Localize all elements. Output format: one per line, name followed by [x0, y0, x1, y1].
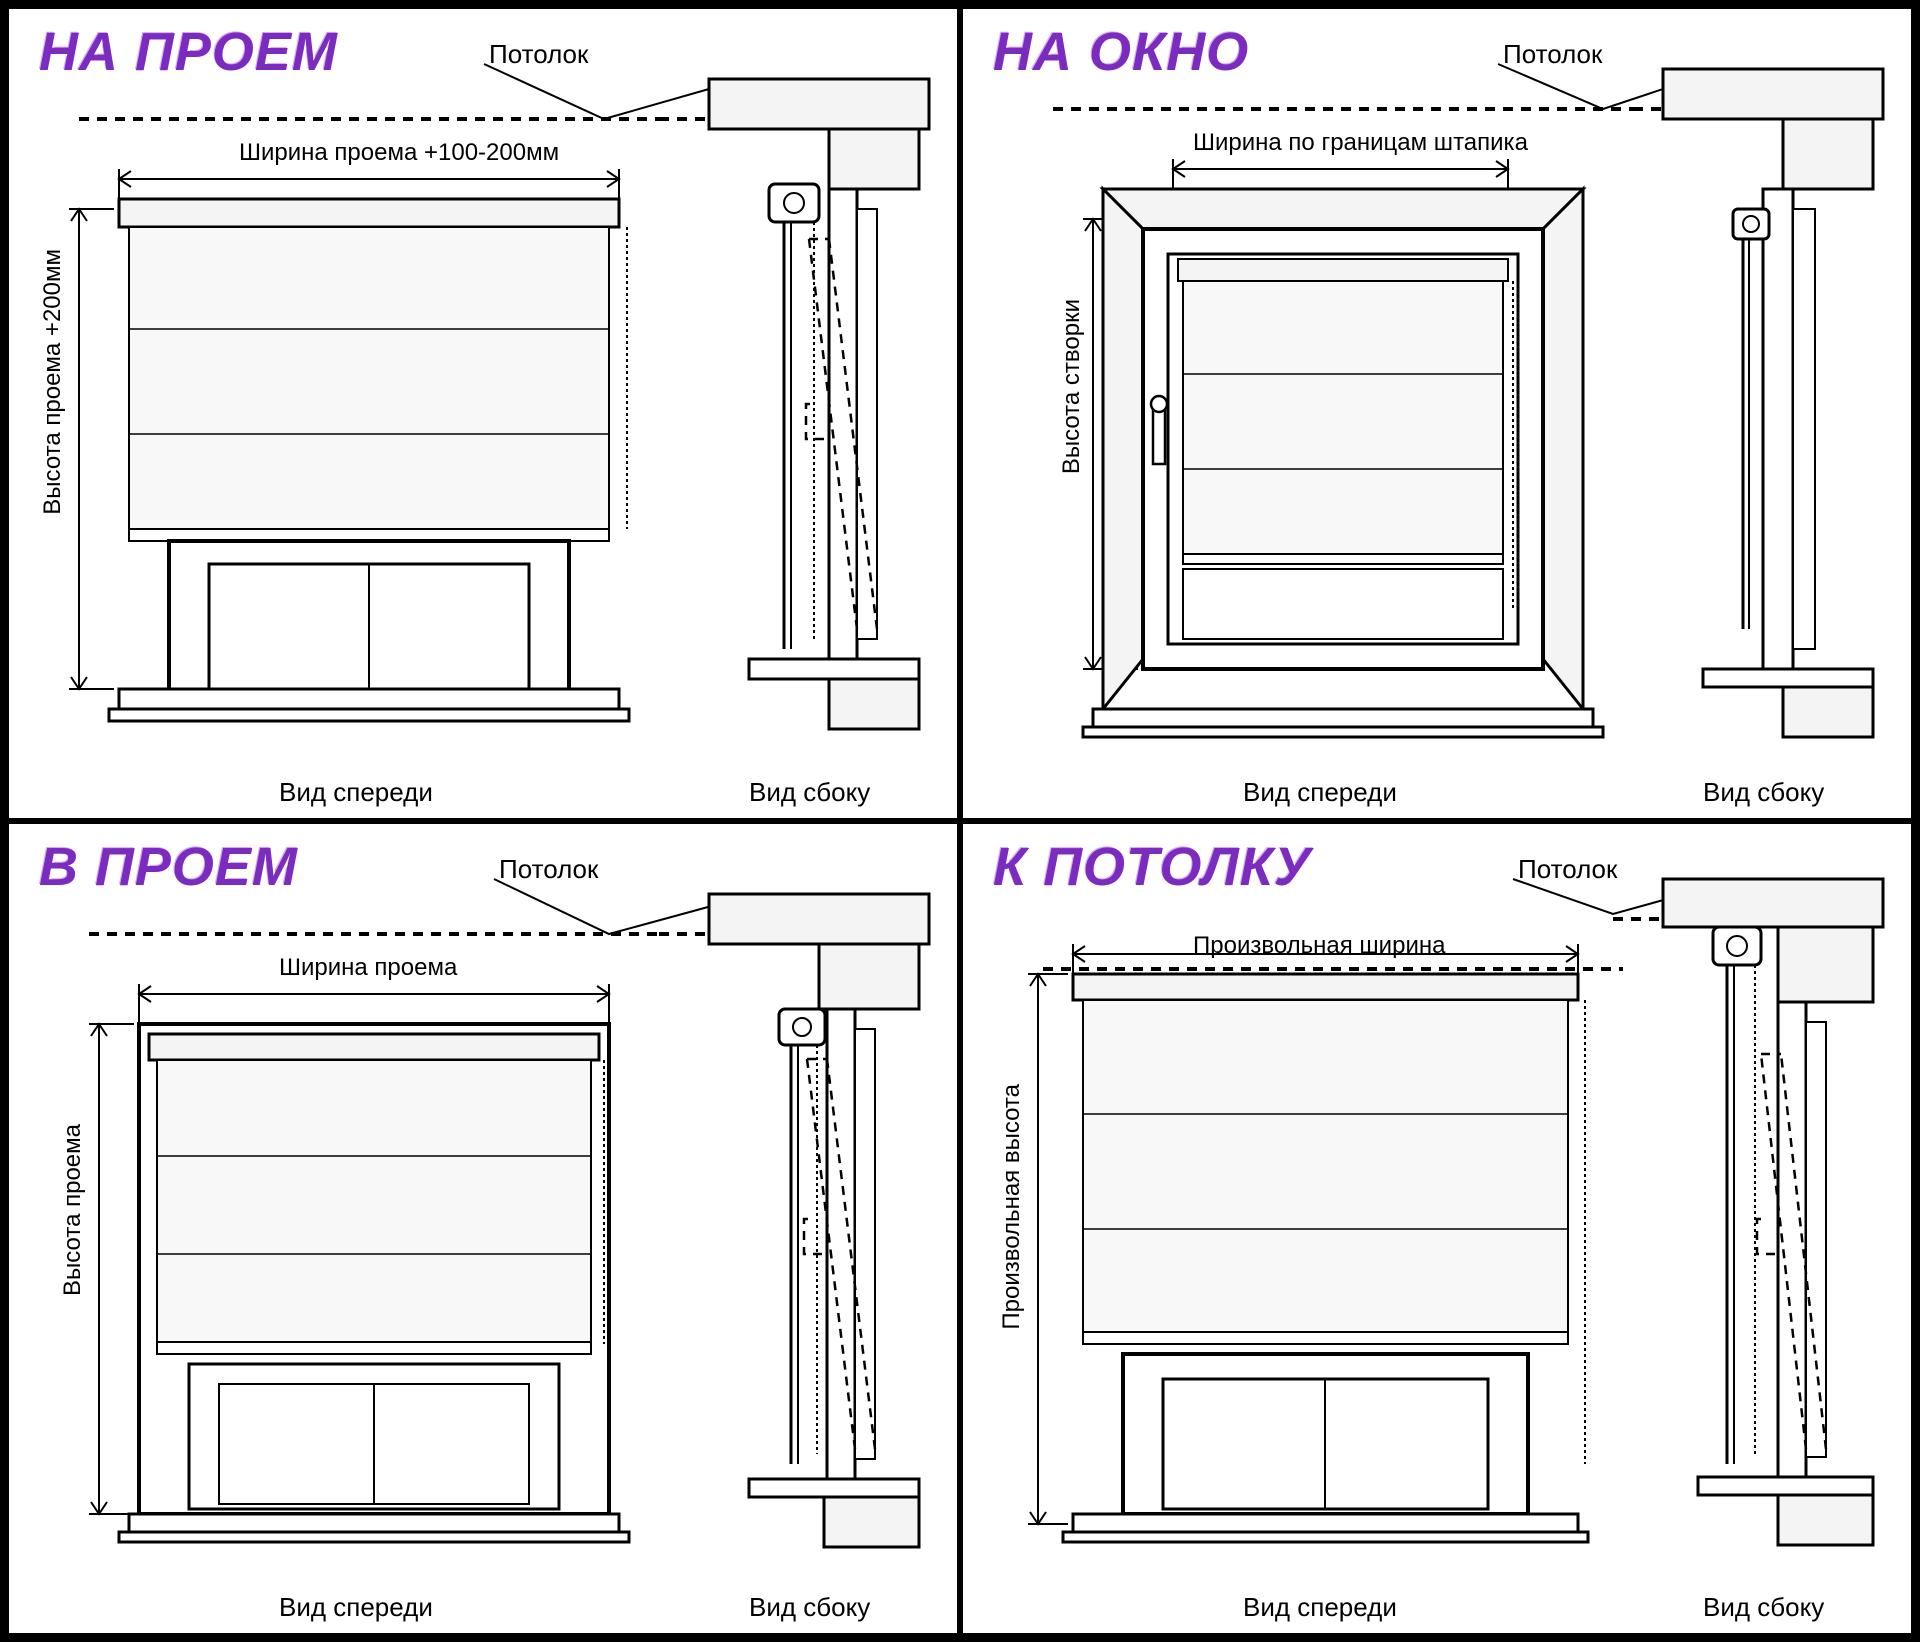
side-view-label: Вид сбоку [749, 1592, 870, 1623]
front-view-label: Вид спереди [1243, 777, 1397, 808]
height-label: Произвольная высота [998, 1084, 1026, 1330]
ceiling-label: Потолок [1518, 854, 1617, 885]
height-label: Высота проема +200мм [39, 249, 67, 515]
diagram-grid: НА ПРОЕМ Потолок Ширина проема +100-200м… [0, 0, 1920, 1642]
width-label: Ширина по границам штапика [1193, 129, 1528, 157]
panel-title: К ПОТОЛКУ [993, 836, 1311, 898]
diagram-svg [9, 824, 959, 1634]
front-view-label: Вид спереди [1243, 1592, 1397, 1623]
side-view-label: Вид сбоку [749, 777, 870, 808]
panel-title: НА ОКНО [993, 21, 1249, 83]
front-view-label: Вид спереди [279, 777, 433, 808]
panel-title: В ПРОЕМ [39, 836, 298, 898]
width-label: Ширина проема [279, 954, 457, 982]
height-label: Высота створки [1058, 299, 1086, 474]
ceiling-label: Потолок [489, 39, 588, 70]
panel-na-proem: НА ПРОЕМ Потолок Ширина проема +100-200м… [6, 6, 960, 821]
panel-title: НА ПРОЕМ [39, 21, 338, 83]
panel-v-proem: В ПРОЕМ Потолок Ширина проема Высота про… [6, 821, 960, 1636]
panel-na-okno: НА ОКНО Потолок Ширина по границам штапи… [960, 6, 1914, 821]
side-view-label: Вид сбоку [1703, 777, 1824, 808]
height-label: Высота проема [59, 1124, 87, 1296]
width-label: Произвольная ширина [1193, 932, 1445, 960]
width-label: Ширина проема +100-200мм [239, 139, 559, 167]
diagram-svg [9, 9, 959, 819]
side-view-label: Вид сбоку [1703, 1592, 1824, 1623]
ceiling-label: Потолок [499, 854, 598, 885]
front-view-label: Вид спереди [279, 1592, 433, 1623]
panel-k-potolku: К ПОТОЛКУ Потолок Произвольная ширина Пр… [960, 821, 1914, 1636]
ceiling-label: Потолок [1503, 39, 1602, 70]
